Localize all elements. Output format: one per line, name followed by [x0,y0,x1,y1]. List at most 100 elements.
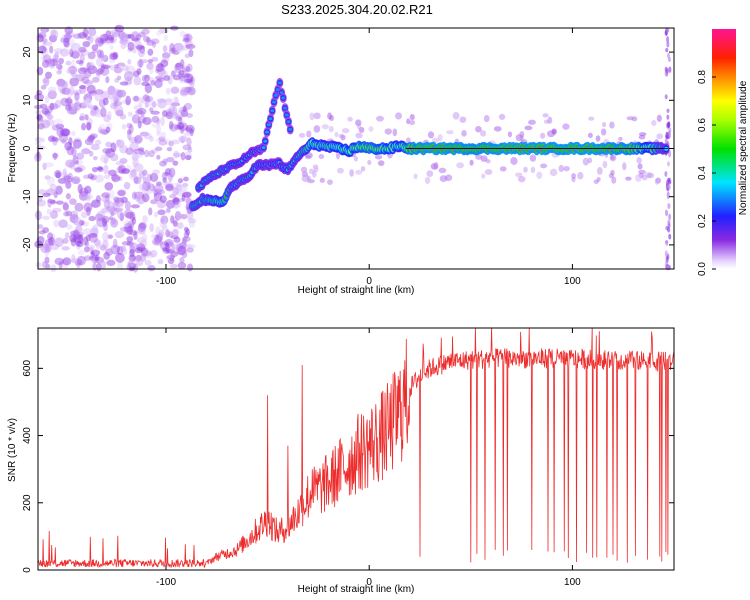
noise-cell [89,246,94,255]
noise-cell [96,166,104,171]
noise-cell [141,185,150,194]
noise-cell [120,196,128,204]
noise-cell [81,76,90,84]
noise-cell [138,58,143,68]
noise-cell [110,151,117,161]
noise-cell [70,176,81,185]
noise-cell [129,260,135,268]
noise-cell [79,85,87,90]
noise-cell [98,123,106,132]
noise-cell [100,154,110,163]
noise-cell [44,244,52,253]
noise-cell [121,168,131,175]
noise-cell [171,186,176,196]
noise-cell [39,103,48,109]
noise-cell [85,122,92,131]
noise-cell [76,164,86,172]
noise-cell [46,208,52,215]
noise-cell [124,76,133,87]
noise-cell [152,169,160,175]
noise-cell [119,144,129,154]
snr-y-ticks: 0 200 400 600 [22,360,674,573]
signal-cell [265,130,270,134]
noise-cell [116,139,122,146]
noise-cell [86,117,93,126]
noise-cell [88,215,96,222]
noise-cell [50,200,56,205]
noise-cell [90,201,99,208]
noise-cell [36,114,44,123]
noise-cell [141,74,150,83]
noise-cell [177,245,187,256]
x-tick-label: 0 [366,577,372,588]
noise-cell [105,126,111,133]
noise-cell [51,124,61,131]
noise-cell [43,162,54,168]
noise-cell [144,95,154,103]
noise-cell [431,137,440,143]
noise-cell [169,104,176,114]
noise-cell [172,74,181,81]
noise-cell [129,244,136,255]
noise-cell [158,139,168,146]
noise-cell [170,215,175,224]
noise-cell [86,84,96,94]
noise-cell [151,234,157,239]
noise-cell [392,128,398,137]
noise-cell [151,115,160,123]
noise-cell [626,116,634,121]
noise-cell [118,164,126,175]
noise-cell [167,257,175,265]
noise-cell [84,114,89,121]
noise-cell [41,78,49,84]
noise-cell [66,96,72,107]
noise-cell [84,83,90,90]
noise-cell [182,65,190,75]
noise-cell [44,95,50,104]
y-tick-label: 0 [22,567,33,573]
noise-cell [172,160,179,166]
noise-cell [183,176,189,182]
noise-cell [312,170,317,178]
noise-cell [65,180,72,189]
noise-cell [113,197,124,202]
noise-cell [40,84,47,90]
noise-cell [138,183,148,192]
noise-cell [154,234,163,244]
noise-cell [300,166,308,173]
noise-cell [69,48,74,58]
noise-cell [50,136,58,142]
noise-cell [100,107,107,118]
noise-cell [186,263,194,272]
noise-cell [318,154,325,159]
noise-cell [162,158,168,165]
noise-cell [54,51,60,60]
noise-cell [549,168,558,177]
noise-cell [186,137,192,147]
noise-cell [170,234,179,240]
noise-cell [127,130,132,141]
noise-cell [426,170,434,178]
noise-cell [47,198,52,208]
signal-cell [273,94,278,98]
noise-cell [70,237,77,247]
noise-cell [153,211,159,218]
noise-cell [47,135,56,143]
noise-cell [53,48,64,54]
noise-cell [666,108,670,113]
snr-panel: -100 0 100 0 200 400 600 Height of straight l… [7,327,675,595]
noise-cell [134,113,140,118]
noise-cell [536,171,543,179]
noise-cell [177,185,187,193]
noise-cell [130,204,141,209]
noise-cell [110,210,115,217]
noise-cell [158,229,165,238]
noise-cell [185,244,194,253]
noise-cell [56,63,63,70]
noise-cell [326,179,333,186]
noise-cell [181,236,187,244]
noise-cell [161,131,166,140]
noise-cell [136,68,142,75]
noise-cell [153,239,163,246]
